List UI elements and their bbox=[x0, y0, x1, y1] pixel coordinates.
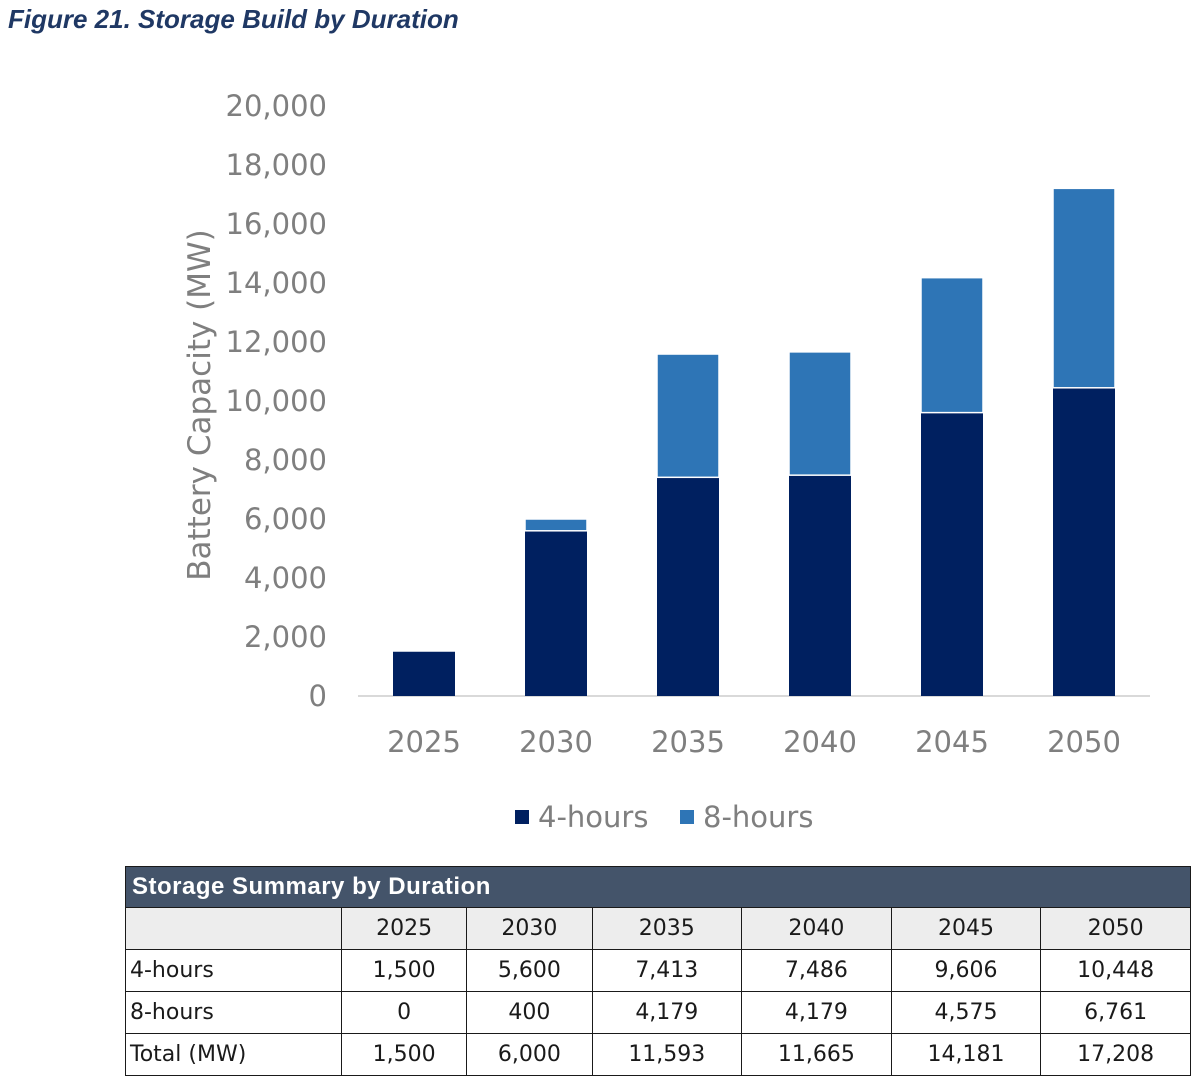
table-cell: 6,000 bbox=[466, 1033, 593, 1076]
x-tick-label: 2025 bbox=[387, 725, 461, 759]
table-header-row: 2025 2030 2035 2040 2045 2050 bbox=[125, 907, 1191, 950]
y-tick-label: 20,000 bbox=[226, 89, 327, 123]
bar-4-hours-2040 bbox=[789, 475, 851, 696]
table-cell: 14,181 bbox=[890, 1033, 1042, 1076]
table-cell: 4,179 bbox=[591, 991, 743, 1034]
bar-4-hours-2050 bbox=[1053, 387, 1115, 696]
legend: 4-hours 8-hours bbox=[515, 800, 813, 834]
table-row-label: Total (MW) bbox=[125, 1033, 342, 1076]
bar-8-hours-2040 bbox=[788, 351, 852, 476]
table-cell: 1,500 bbox=[340, 1033, 468, 1076]
bar-8-hours-2035 bbox=[656, 353, 720, 479]
table-header-cell: 2045 bbox=[890, 907, 1042, 950]
bar-4-hours-2025 bbox=[393, 651, 455, 696]
table-header-cell: 2030 bbox=[466, 907, 593, 950]
y-tick-label: 10,000 bbox=[226, 384, 327, 418]
legend-label-8-hours: 8-hours bbox=[703, 800, 813, 834]
legend-swatch-8-hours bbox=[680, 810, 694, 824]
y-tick-label: 14,000 bbox=[226, 266, 327, 300]
table-row: 8-hours 0 400 4,179 4,179 4,575 6,761 bbox=[125, 991, 1191, 1034]
table-cell: 4,575 bbox=[890, 991, 1042, 1034]
table-cell: 7,486 bbox=[741, 949, 892, 992]
bars bbox=[393, 187, 1116, 696]
figure-caption: Figure 21. Storage Build by Duration bbox=[8, 4, 459, 34]
y-tick-label: 6,000 bbox=[244, 502, 327, 536]
legend-swatch-4-hours bbox=[515, 810, 529, 824]
x-tick-label: 2045 bbox=[915, 725, 989, 759]
table-cell: 7,413 bbox=[591, 949, 743, 992]
table-row-label: 8-hours bbox=[125, 991, 342, 1034]
table-cell: 10,448 bbox=[1040, 949, 1191, 992]
table-cell: 11,665 bbox=[741, 1033, 892, 1076]
y-tick-label: 16,000 bbox=[226, 207, 327, 241]
table-row-label: 4-hours bbox=[125, 949, 342, 992]
table-header-cell: 2050 bbox=[1040, 907, 1191, 950]
table-cell: 17,208 bbox=[1040, 1033, 1191, 1076]
x-axis-ticks: 2025 2030 2035 2040 2045 2050 bbox=[387, 725, 1121, 759]
storage-summary-table: Storage Summary by Duration 2025 2030 20… bbox=[125, 866, 1191, 1076]
bar-8-hours-2030 bbox=[524, 518, 588, 532]
table-title-row: Storage Summary by Duration bbox=[125, 866, 1191, 908]
y-tick-label: 8,000 bbox=[244, 443, 327, 477]
table-row: Total (MW) 1,500 6,000 11,593 11,665 14,… bbox=[125, 1033, 1191, 1076]
y-axis-label: Battery Capacity (MW) bbox=[182, 229, 218, 581]
y-tick-label: 18,000 bbox=[226, 148, 327, 182]
bar-8-hours-2045 bbox=[920, 276, 984, 414]
table-cell: 5,600 bbox=[466, 949, 593, 992]
table-cell: 4,179 bbox=[741, 991, 892, 1034]
table-cell: 11,593 bbox=[591, 1033, 743, 1076]
bar-8-hours-2050 bbox=[1052, 187, 1116, 389]
x-tick-label: 2050 bbox=[1047, 725, 1121, 759]
table-header-cell bbox=[125, 907, 342, 950]
table-cell: 400 bbox=[466, 991, 593, 1034]
table-title: Storage Summary by Duration bbox=[125, 866, 1191, 908]
bar-4-hours-2030 bbox=[525, 530, 587, 696]
y-tick-label: 2,000 bbox=[244, 620, 327, 654]
table-cell: 9,606 bbox=[890, 949, 1042, 992]
bar-4-hours-2045 bbox=[921, 412, 983, 696]
x-tick-label: 2040 bbox=[783, 725, 857, 759]
table-cell: 0 bbox=[340, 991, 468, 1034]
table-header-cell: 2040 bbox=[741, 907, 892, 950]
stacked-bar-chart: 0 2,000 4,000 6,000 8,000 10,000 12,000 14,000 1… bbox=[182, 89, 1150, 834]
y-tick-label: 12,000 bbox=[226, 325, 327, 359]
y-tick-label: 0 bbox=[309, 679, 327, 713]
x-tick-label: 2035 bbox=[651, 725, 725, 759]
table-row: 4-hours 1,500 5,600 7,413 7,486 9,606 10… bbox=[125, 949, 1191, 992]
x-tick-label: 2030 bbox=[519, 725, 593, 759]
table-cell: 1,500 bbox=[340, 949, 468, 992]
legend-label-4-hours: 4-hours bbox=[538, 800, 648, 834]
table-header-cell: 2035 bbox=[591, 907, 743, 950]
table-header-cell: 2025 bbox=[340, 907, 468, 950]
bar-4-hours-2035 bbox=[657, 477, 719, 696]
y-tick-label: 4,000 bbox=[244, 561, 327, 595]
y-axis-ticks: 0 2,000 4,000 6,000 8,000 10,000 12,000 14,000 1… bbox=[226, 89, 327, 713]
table-cell: 6,761 bbox=[1040, 991, 1191, 1034]
